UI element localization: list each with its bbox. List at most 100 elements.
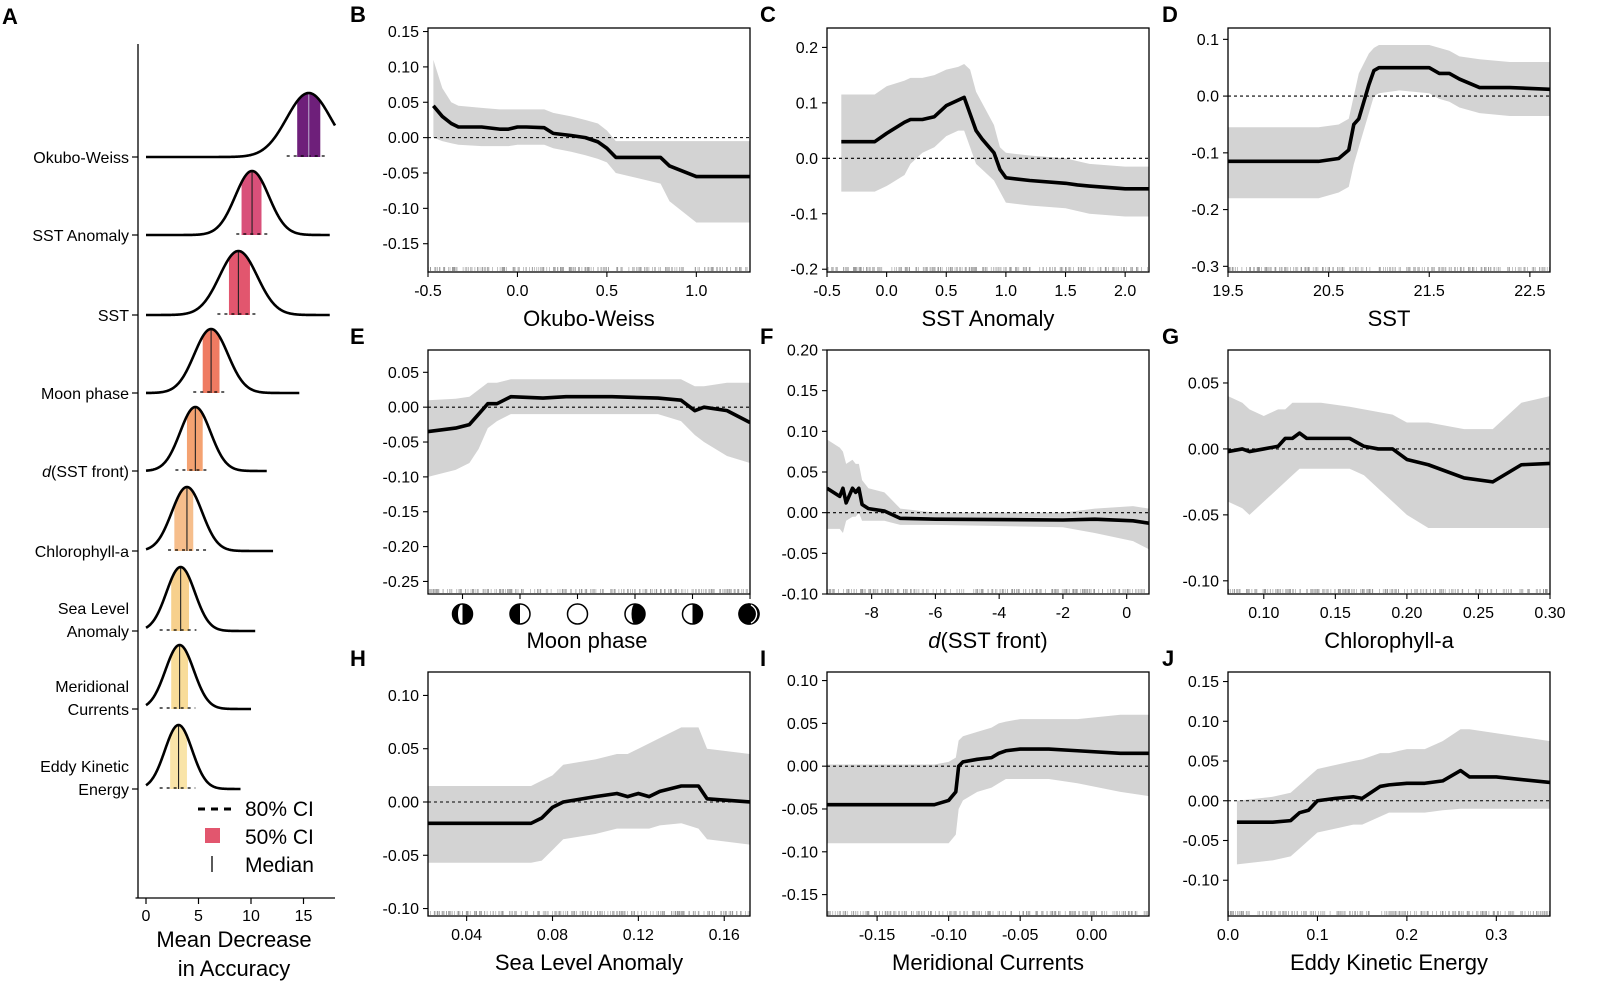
x-tick-label: 22.5 — [1514, 283, 1545, 300]
x-tick-label: 0.30 — [1534, 605, 1565, 622]
panel-a-x-axis-label: Mean Decrease — [156, 927, 311, 952]
y-tick-label: -0.05 — [1183, 833, 1220, 850]
plot-area — [827, 714, 1149, 915]
plot-area — [428, 379, 750, 593]
y-tick-label: -0.20 — [383, 539, 420, 556]
panel-letter: C — [760, 2, 776, 27]
y-tick-label: -0.2 — [790, 262, 818, 279]
y-tick-label: 0.00 — [1188, 793, 1219, 810]
y-tick-label: -0.10 — [782, 844, 819, 861]
y-tick-label: -0.1 — [1191, 145, 1219, 162]
plot-frame — [427, 349, 751, 595]
panel-a-x-tick-label: 0 — [142, 908, 151, 925]
x-tick-label: 1.0 — [995, 283, 1017, 300]
panel-letter: F — [760, 324, 773, 349]
x-tick-label: 0.0 — [876, 283, 898, 300]
partial-dependence-line — [428, 784, 750, 826]
importance-ridge: Chlorophyll-a — [35, 485, 274, 561]
y-tick-label: 0.05 — [1188, 754, 1219, 771]
density-curve — [146, 327, 300, 395]
x-tick-label: 0.10 — [1248, 605, 1279, 622]
x-axis-label: Chlorophyll-a — [1324, 628, 1454, 653]
variable-label: Sea Level — [58, 601, 129, 618]
y-tick-label: 0.00 — [388, 794, 419, 811]
data-rug — [827, 911, 1148, 915]
x-axis-label: d(SST front) — [928, 628, 1047, 653]
y-tick-label: 0.00 — [388, 400, 419, 417]
y-tick-label: 0.00 — [787, 505, 818, 522]
x-tick-label: 0.5 — [596, 283, 618, 300]
confidence-band — [1236, 729, 1550, 865]
variable-label: Eddy Kinetic — [40, 759, 129, 776]
y-tick-label: 0.10 — [787, 424, 818, 441]
variable-label: Currents — [68, 702, 129, 719]
y-tick-label: 0.05 — [787, 716, 818, 733]
panel-g-pdp: G 0.05 0.00 -0.05 -0.10 0.10 0.15 0.20 0.25 0.30 C… — [1162, 324, 1566, 653]
plot-frame — [826, 349, 1150, 595]
panel-f-pdp: F 0.20 0.15 0.10 0.05 0.00 -0.05 -0.10 -8 -6 -4 -2 0… — [760, 324, 1150, 653]
partial-dependence-line — [1236, 768, 1550, 825]
partial-dependence-line — [1228, 431, 1550, 484]
x-tick-label: 0.15 — [1320, 605, 1351, 622]
x-tick-label: 0.25 — [1463, 605, 1494, 622]
moon-shadow — [692, 604, 703, 624]
panel-letter: E — [350, 324, 365, 349]
waning-gibbous-moon-icon — [624, 603, 646, 625]
y-tick-label: 0.05 — [388, 741, 419, 758]
x-tick-label: -0.5 — [414, 283, 442, 300]
panel-c-pdp: C 0.2 0.1 0.0 -0.1 -0.2 -0.5 0.0 0.5 1.0 1.5 2.0 SST… — [760, 2, 1150, 331]
confidence-band — [827, 439, 1149, 550]
panel-letter: H — [350, 646, 366, 671]
moon-shadow — [510, 604, 520, 624]
panel-h-pdp: H 0.10 0.05 0.00 -0.05 -0.10 0.04 0.08 0.12 0.16 S… — [350, 646, 751, 975]
variable-label: Anomaly — [67, 624, 129, 641]
y-tick-label: -0.05 — [383, 165, 420, 182]
x-tick-label: 0 — [1122, 605, 1131, 622]
panel-a-x-tick-label: 10 — [242, 908, 260, 925]
x-tick-label: 0.00 — [1076, 927, 1107, 944]
y-tick-label: 0.10 — [388, 59, 419, 76]
first-quarter-moon-icon — [509, 603, 531, 625]
x-tick-label: 0.0 — [1217, 927, 1239, 944]
plot-frame — [427, 27, 751, 273]
x-tick-label: 19.5 — [1212, 283, 1243, 300]
y-tick-label: 0.00 — [787, 759, 818, 776]
y-tick-label: 0.05 — [787, 465, 818, 482]
y-tick-label: -0.10 — [1183, 873, 1220, 890]
x-axis-label: SST Anomaly — [922, 306, 1055, 331]
x-axis-label: SST — [1368, 306, 1411, 331]
data-rug — [827, 267, 1148, 271]
y-tick-label: -0.1 — [790, 206, 818, 223]
partial-dependence-line — [431, 104, 750, 179]
data-rug — [429, 589, 748, 593]
y-tick-label: -0.10 — [782, 587, 819, 604]
importance-ridge: Meridional Currents — [55, 643, 251, 719]
panel-a-letter: A — [2, 4, 18, 29]
x-tick-label: 0.2 — [1396, 927, 1418, 944]
panel-letter: J — [1162, 646, 1174, 671]
partial-dependence-line — [1228, 65, 1550, 164]
label-rest: (SST front) — [941, 628, 1048, 653]
y-tick-label: 0.10 — [787, 673, 818, 690]
importance-ridge: SST — [98, 249, 330, 325]
legend-label: 50% CI — [245, 826, 314, 849]
y-tick-label: -0.25 — [383, 574, 420, 591]
data-rug — [428, 267, 748, 271]
moon-outline — [566, 603, 589, 625]
x-tick-label: -8 — [865, 605, 879, 622]
y-tick-label: 0.2 — [796, 40, 818, 57]
density-curve — [146, 91, 337, 159]
importance-ridge: d(SST front) — [42, 405, 267, 481]
data-rug — [1228, 911, 1550, 915]
y-tick-label: 0.00 — [1188, 441, 1219, 458]
legend-label: Median — [245, 854, 314, 877]
panel-a-x-axis-label: in Accuracy — [178, 956, 291, 981]
density-curve — [146, 249, 330, 317]
legend-label: 80% CI — [245, 798, 314, 821]
y-tick-label: -0.10 — [383, 469, 420, 486]
y-tick-label: -0.05 — [782, 801, 819, 818]
x-tick-label: 1.5 — [1054, 283, 1076, 300]
variable-label: Meridional — [55, 679, 129, 696]
x-tick-label: 0.20 — [1391, 605, 1422, 622]
x-tick-label: -6 — [928, 605, 942, 622]
